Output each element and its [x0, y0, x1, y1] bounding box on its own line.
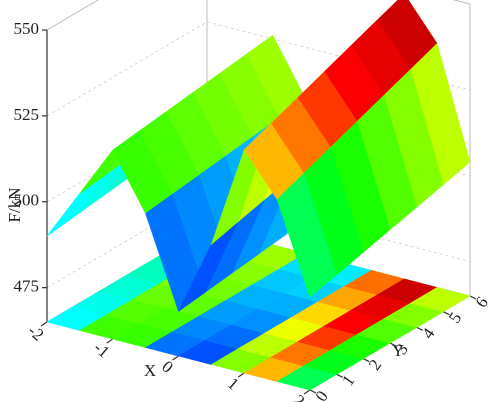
y-tick-label: 1 [338, 371, 358, 389]
z-tick-label: 475 [14, 277, 40, 296]
x-axis-label: X [144, 361, 156, 380]
grid-line [46, 193, 471, 288]
y-tick-label: 4 [418, 324, 439, 342]
y-tick-label: 0 [311, 387, 331, 402]
y-tick [389, 342, 397, 347]
x-tick [303, 389, 311, 395]
y-tick [416, 326, 423, 331]
y-tick [309, 389, 317, 394]
x-tick [172, 355, 179, 361]
x-tick [40, 321, 48, 327]
y-tick [336, 373, 343, 378]
y-tick [469, 295, 477, 300]
surface-cell [46, 173, 107, 237]
z-tick-label: 500 [14, 191, 40, 210]
z-tick-label: 525 [14, 105, 40, 124]
y-tick-label: 6 [471, 293, 491, 311]
z-axis-label: F/kN [5, 188, 24, 223]
y-tick [363, 358, 370, 363]
z-tick-label: 550 [14, 19, 40, 38]
y-tick-label: 5 [445, 309, 465, 327]
x-tick [106, 338, 114, 344]
surface-cell [276, 172, 338, 298]
floor-cell [409, 287, 471, 313]
y-tick-label: 2 [365, 356, 385, 374]
y-tick [443, 311, 450, 316]
x-tick-label: 0 [158, 357, 177, 377]
x-tick-label: 1 [224, 374, 243, 394]
x-tick [237, 372, 245, 378]
x-tick-label: 2 [290, 391, 309, 402]
